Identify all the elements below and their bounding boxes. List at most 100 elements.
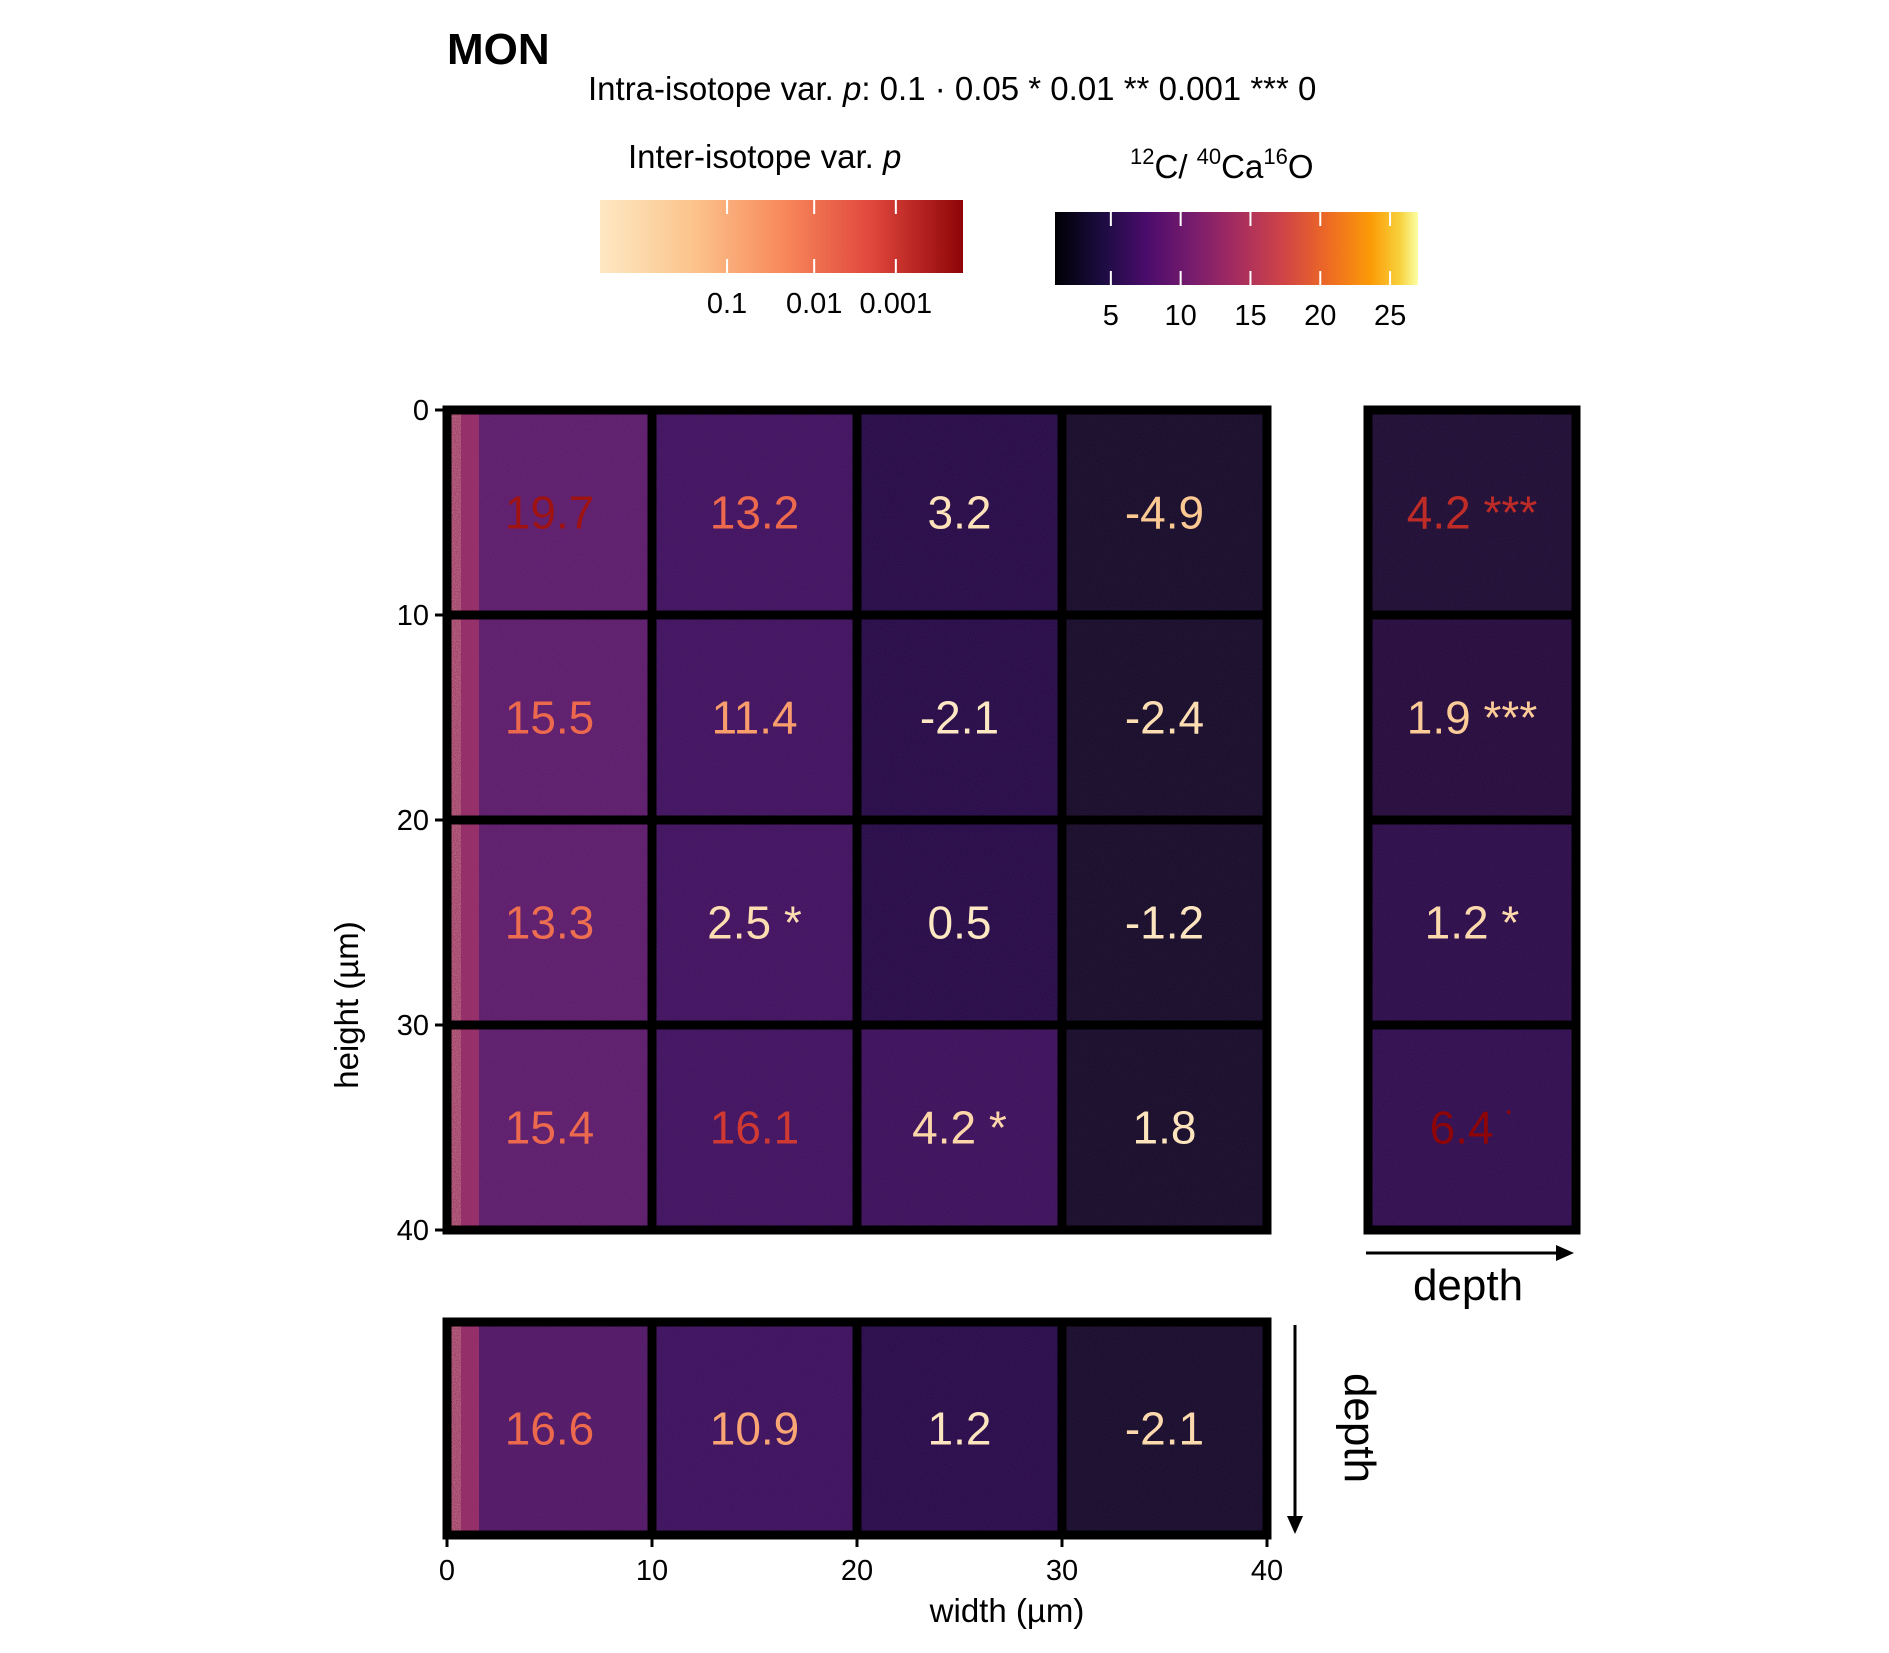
ratio-el-ca: Ca xyxy=(1221,148,1264,185)
cell-value: 1.9 xyxy=(1407,692,1471,744)
cell-value: 11.4 xyxy=(711,692,797,744)
depth-arrow-horizontal xyxy=(1366,1245,1574,1261)
cell-value: 4.2 xyxy=(912,1102,976,1154)
x-axis-title: width (µm) xyxy=(929,1592,1085,1629)
intra-isotope-p: p xyxy=(842,70,861,107)
cell-texture xyxy=(447,820,652,1025)
cell-texture xyxy=(1062,1025,1267,1230)
ratio-sup-40: 40 xyxy=(1197,144,1221,169)
ratio-legend-ticks: 5 10 15 20 25 xyxy=(1103,212,1406,332)
cell-value-label: 3.2 xyxy=(928,487,992,539)
x-tick-label: 20 xyxy=(841,1555,873,1587)
ratio-el-c: C/ xyxy=(1154,148,1196,185)
inter-legend-title-p: p xyxy=(882,138,901,175)
y-axis: 0 10 20 30 40 xyxy=(397,395,447,1247)
heatmap-cell: 11.4 xyxy=(652,615,857,820)
cell-value-label: 10.9 xyxy=(710,1403,800,1455)
cell-value-label: -1.2 xyxy=(1125,897,1204,949)
cell-value: 0.5 xyxy=(928,897,992,949)
x-tick-label: 10 xyxy=(636,1555,668,1587)
cell-texture xyxy=(652,820,857,1025)
cell-value-label: -2.1 xyxy=(1125,1403,1204,1455)
cell-value-label: -2.4 xyxy=(1125,692,1204,744)
cell-value: 10.9 xyxy=(710,1403,800,1455)
depth-by-width-panel: 16.6 10.9 1.2 -2.1 xyxy=(442,1317,1272,1540)
intra-scale-value: 0 xyxy=(1289,70,1317,107)
cell-value: 2.5 xyxy=(707,897,771,949)
cell-value: -2.1 xyxy=(920,692,999,744)
ratio-sup-12: 12 xyxy=(1130,144,1154,169)
cell-value-label: 13.2 xyxy=(710,487,800,539)
cell-value-label: 19.7 xyxy=(505,487,595,539)
heatmap-cell: 13.3 xyxy=(447,820,652,1025)
cell-value: -4.9 xyxy=(1125,487,1204,539)
cell-value: 19.7 xyxy=(505,487,595,539)
cell-value-label: 4.2 * xyxy=(912,1102,1007,1154)
heatmap-cell: -2.4 xyxy=(1062,615,1267,820)
x-tick-label: 0 xyxy=(439,1555,455,1587)
cell-value: 6.4 xyxy=(1430,1102,1494,1154)
cell-texture xyxy=(652,615,857,820)
ratio-tick-label: 25 xyxy=(1374,300,1406,332)
cell-texture xyxy=(447,410,652,615)
chart-title: MON xyxy=(447,25,550,74)
cell-texture xyxy=(447,615,652,820)
cell-texture xyxy=(1368,820,1576,1025)
heatmap-cell: -2.1 xyxy=(857,615,1062,820)
cell-value-label: -2.1 xyxy=(920,692,999,744)
cell-value: 4.2 xyxy=(1407,487,1471,539)
depth-by-height-panel: 4.2 ***1.9 ***1.2 *6.4 · xyxy=(1363,405,1581,1235)
cell-texture xyxy=(1368,410,1576,615)
intra-scale-symbol: *** xyxy=(1241,70,1289,107)
intra-isotope-prefix: Intra-isotope var. xyxy=(588,70,843,107)
x-axis: 0 10 20 30 40 xyxy=(439,1535,1283,1587)
main-heatmap-panel: 19.7 13.2 3.2 -4.9 15.5 11.4 -2.1 -2.4 13.3 2.5 *… xyxy=(442,405,1272,1235)
cell-texture xyxy=(857,1025,1062,1230)
intra-scale-symbol: * xyxy=(1019,70,1041,107)
cell-value: -2.4 xyxy=(1125,692,1204,744)
heatmap-cell: 19.7 xyxy=(447,410,652,615)
cell-value: 13.3 xyxy=(505,897,595,949)
depth-label-horizontal: depth xyxy=(1413,1261,1523,1310)
cell-value: 13.2 xyxy=(710,487,800,539)
x-tick-label: 30 xyxy=(1046,1555,1078,1587)
heatmap-cell: 16.6 xyxy=(447,1322,652,1535)
cell-value: 1.2 xyxy=(1425,897,1489,949)
heatmap-cell: 1.9 *** xyxy=(1368,615,1576,820)
y-tick-label: 30 xyxy=(397,1010,429,1042)
heatmap-cell: 15.5 xyxy=(447,615,652,820)
cell-significance: *** xyxy=(1471,692,1538,744)
cell-texture xyxy=(857,1322,1062,1535)
inter-tick-label: 0.1 xyxy=(707,288,747,320)
cell-value: 16.6 xyxy=(505,1403,595,1455)
y-tick-label: 10 xyxy=(397,600,429,632)
x-tick-label: 40 xyxy=(1251,1555,1283,1587)
intra-isotope-scale: 0.1 · 0.05 * 0.01 ** 0.001 *** 0 xyxy=(880,70,1317,107)
inter-tick-label: 0.01 xyxy=(786,288,842,320)
inter-legend-title-prefix: Inter-isotope var. xyxy=(628,138,883,175)
cell-texture xyxy=(652,1322,857,1535)
cell-value-label: 4.2 *** xyxy=(1407,487,1538,539)
ratio-legend-colorbar xyxy=(1055,212,1418,285)
cell-texture xyxy=(1368,1025,1576,1230)
intra-isotope-legend: Intra-isotope var. p: 0.1 · 0.05 * 0.01 … xyxy=(588,70,1316,107)
heatmap-cell: 1.2 xyxy=(857,1322,1062,1535)
intra-scale-symbol: ** xyxy=(1115,70,1150,107)
inter-legend-colorbar xyxy=(600,200,963,273)
cell-significance: * xyxy=(1489,897,1520,949)
cell-texture xyxy=(1368,615,1576,820)
cell-value: 15.4 xyxy=(505,1102,595,1154)
panel-frame xyxy=(1363,405,1581,1235)
cell-value-label: 11.4 xyxy=(711,692,797,744)
cell-value-label: 1.2 * xyxy=(1425,897,1520,949)
cell-value-label: 1.9 *** xyxy=(1407,692,1538,744)
inter-tick-label: 0.001 xyxy=(860,288,933,320)
y-tick-label: 20 xyxy=(397,805,429,837)
heatmap-cell: -1.2 xyxy=(1062,820,1267,1025)
y-tick-label: 0 xyxy=(413,395,429,427)
inter-legend-title: Inter-isotope var. p xyxy=(628,138,901,175)
cell-value: 15.5 xyxy=(505,692,595,744)
cell-value: 16.1 xyxy=(710,1102,800,1154)
cell-texture xyxy=(447,1322,652,1535)
